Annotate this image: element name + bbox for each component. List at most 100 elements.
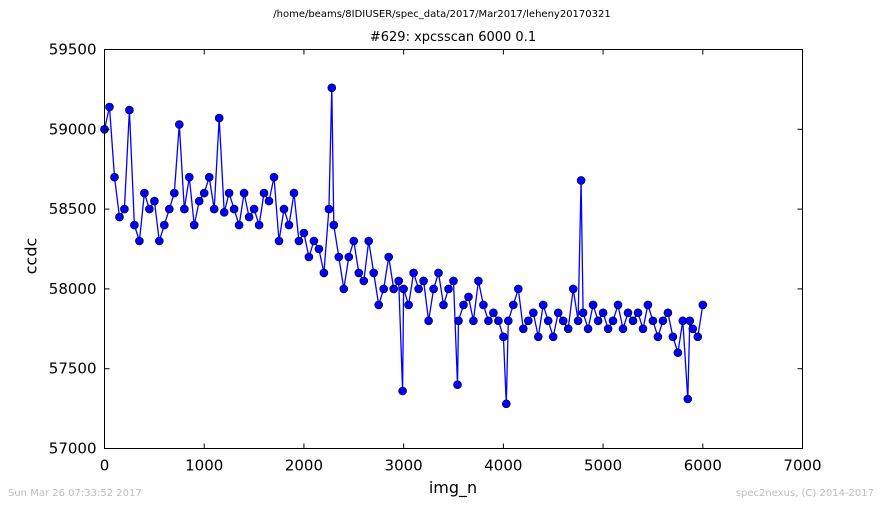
data-point — [269, 172, 279, 182]
data-point — [469, 316, 478, 326]
figure-suptitle: /home/beams/8IDIUSER/spec_data/2017/Mar2… — [273, 9, 611, 20]
data-point — [344, 252, 354, 262]
data-point — [454, 316, 463, 326]
data-point — [603, 324, 613, 334]
data-point — [274, 236, 284, 246]
data-point — [284, 220, 294, 230]
data-point — [279, 204, 289, 214]
data-point — [658, 316, 668, 326]
data-point — [429, 284, 438, 294]
data-point — [434, 268, 443, 278]
data-point — [553, 308, 563, 318]
data-point — [329, 220, 339, 230]
data-point — [508, 300, 518, 310]
data-point — [364, 236, 374, 246]
data-point — [125, 105, 134, 115]
data-point — [339, 284, 349, 294]
data-point — [698, 300, 708, 310]
data-point — [489, 308, 498, 318]
data-point — [165, 204, 174, 214]
data-point — [598, 308, 608, 318]
data-point — [573, 316, 583, 326]
data-point — [189, 220, 199, 230]
data-point — [229, 204, 239, 214]
x-tick-label: 1000 — [185, 457, 223, 475]
data-point — [643, 300, 653, 310]
data-point — [394, 276, 404, 286]
data-point — [484, 316, 493, 326]
data-point — [259, 188, 269, 198]
y-tick-label: 59500 — [49, 41, 97, 59]
data-point — [453, 380, 462, 390]
data-point — [199, 188, 209, 198]
data-point — [688, 324, 698, 334]
data-point — [115, 212, 124, 222]
data-point — [444, 284, 453, 294]
data-point — [648, 316, 658, 326]
data-point — [314, 244, 324, 254]
data-point — [349, 236, 359, 246]
x-tick-label: 6000 — [684, 457, 722, 475]
data-point — [359, 276, 369, 286]
data-point — [568, 284, 578, 294]
data-point — [578, 308, 588, 318]
chart-title: #629: xpcsscan 6000 0.1 — [369, 30, 537, 45]
data-point — [369, 268, 379, 278]
data-point — [379, 284, 389, 294]
y-tick-label: 58000 — [49, 280, 97, 298]
data-point — [588, 300, 598, 310]
data-point — [518, 324, 528, 334]
data-point — [175, 120, 184, 129]
x-tick-label: 0 — [100, 457, 110, 475]
data-point — [319, 268, 329, 278]
data-point — [628, 316, 638, 326]
x-axis-label: img_n — [428, 478, 478, 497]
data-point — [155, 236, 164, 246]
timestamp: Sun Mar 26 07:33:52 2017 — [8, 488, 142, 499]
data-point — [419, 276, 428, 286]
y-tick-label: 57500 — [49, 360, 97, 378]
data-point — [543, 316, 553, 326]
data-point — [327, 83, 337, 93]
data-point — [538, 300, 548, 310]
x-tick-label: 4000 — [484, 457, 522, 475]
y-tick-label: 57000 — [49, 440, 97, 458]
data-point — [374, 300, 384, 310]
data-point — [239, 188, 249, 198]
data-point — [110, 172, 119, 182]
y-tick-label: 59000 — [49, 120, 97, 138]
data-point — [224, 188, 234, 198]
x-tick-label: 2000 — [285, 457, 323, 475]
data-point — [170, 188, 179, 198]
data-point — [145, 204, 154, 214]
data-point — [613, 300, 623, 310]
data-point — [120, 204, 129, 214]
data-point — [264, 196, 274, 206]
data-point — [494, 316, 503, 326]
plot-frame — [104, 49, 803, 449]
data-point — [633, 308, 643, 318]
x-tick-label: 5000 — [584, 457, 622, 475]
data-point — [180, 204, 189, 214]
data-point — [334, 252, 344, 262]
data-point — [304, 252, 314, 262]
data-point — [479, 300, 488, 310]
data-point — [623, 308, 633, 318]
credit-text: spec2nexus, (C) 2014-2017 — [735, 488, 874, 499]
data-point — [583, 324, 593, 334]
data-point — [563, 324, 573, 334]
data-point — [528, 308, 538, 318]
y-axis-label: ccdc — [21, 237, 41, 275]
data-point — [289, 188, 299, 198]
data-point — [668, 332, 678, 342]
series-line — [103, 87, 704, 404]
data-point — [234, 220, 244, 230]
data-point — [523, 316, 533, 326]
data-point — [503, 316, 513, 326]
data-point — [389, 284, 399, 294]
data-point — [294, 236, 304, 246]
data-point — [474, 276, 483, 286]
data-point — [398, 386, 407, 396]
series-layer — [100, 83, 708, 409]
y-tick-label: 58500 — [49, 200, 97, 218]
